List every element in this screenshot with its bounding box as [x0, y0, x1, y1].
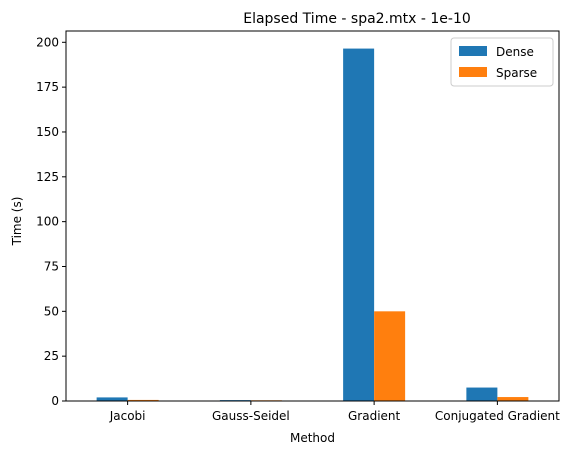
legend-label-dense: Dense [496, 45, 534, 59]
y-axis: 0 25 50 75 100 125 150 175 200 [36, 35, 66, 408]
y-tick-label: 25 [44, 349, 59, 363]
y-tick-label: 175 [36, 80, 59, 94]
plot-frame [65, 30, 560, 402]
bar-sparse-conjugated-gradient [497, 397, 529, 401]
x-tick-label: Gradient [348, 409, 401, 423]
bar-sparse-gradient [374, 311, 406, 401]
x-tick-label: Gauss-Seidel [212, 409, 290, 423]
chart-title: Elapsed Time - spa2.mtx - 1e-10 [243, 11, 471, 27]
y-tick-label: 200 [36, 35, 59, 49]
legend-swatch-dense [459, 46, 487, 56]
legend: Dense Sparse [450, 37, 554, 87]
bar-dense-conjugated-gradient [466, 387, 498, 401]
y-tick-label: 50 [44, 304, 59, 318]
x-tick-label: Jacobi [109, 409, 146, 423]
y-tick-label: 100 [36, 215, 59, 229]
x-axis-label: Method [290, 431, 335, 445]
x-tick-label: Conjugated Gradient [435, 409, 560, 423]
y-tick-label: 125 [36, 170, 59, 184]
y-tick-label: 0 [51, 394, 59, 408]
bars-group [96, 48, 529, 401]
legend-swatch-sparse [459, 67, 487, 77]
y-axis-label: Time (s) [10, 197, 24, 247]
legend-label-sparse: Sparse [496, 66, 537, 80]
bar-dense-gradient [343, 48, 375, 401]
y-tick-label: 75 [44, 259, 59, 273]
x-axis: Jacobi Gauss-Seidel Gradient Conjugated Gra… [109, 401, 560, 423]
bar-dense-jacobi [96, 397, 128, 401]
y-tick-label: 150 [36, 125, 59, 139]
bar-sparse-jacobi [127, 399, 159, 401]
